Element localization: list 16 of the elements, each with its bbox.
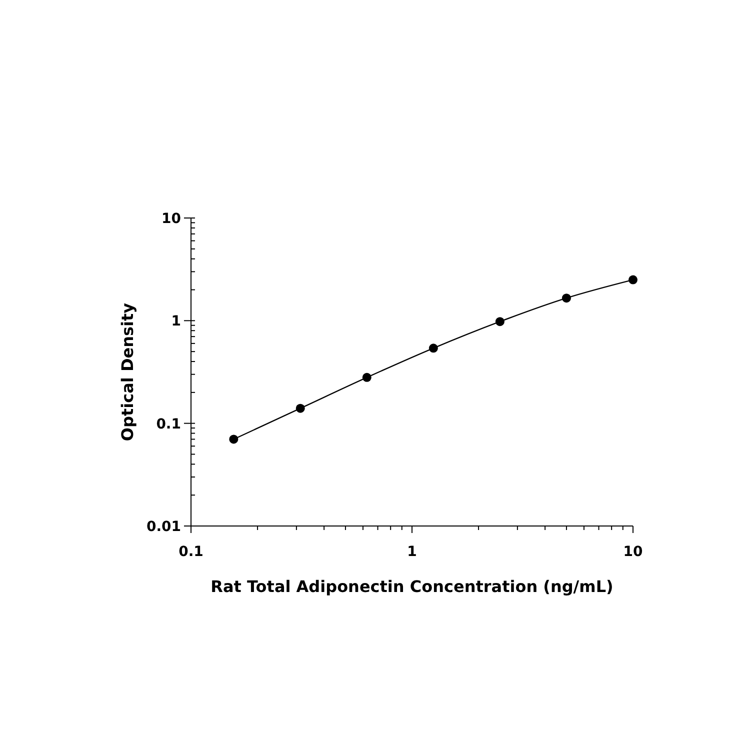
y-axis-title: Optical Density <box>118 302 137 442</box>
y-tick-label: 0.1 <box>156 416 181 432</box>
point <box>495 317 504 326</box>
point <box>428 344 438 353</box>
x-tick-label: 10 <box>623 544 643 560</box>
point <box>296 404 305 413</box>
x-tick-label: 0.1 <box>178 544 204 560</box>
point <box>229 434 238 444</box>
point <box>628 275 638 284</box>
y-tick-label: 0.01 <box>146 519 181 535</box>
x-axis-title: Rat Total Adiponectin Concentration (ng/mL) <box>210 577 614 596</box>
y-tick-label: 10 <box>162 211 182 227</box>
y-tick-label: 1 <box>171 314 181 330</box>
point <box>562 294 571 303</box>
point <box>362 372 372 382</box>
x-tick-label: 1 <box>407 544 417 560</box>
